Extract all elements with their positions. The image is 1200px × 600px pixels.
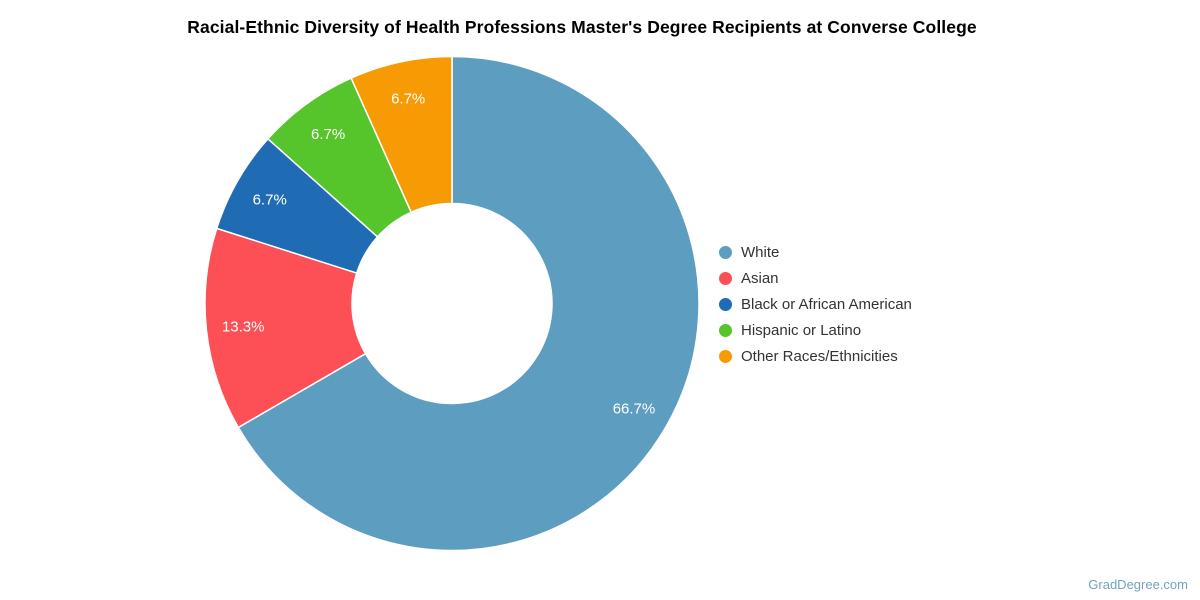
pie-slice-asian[interactable] [204,227,367,429]
chart-title: Racial-Ethnic Diversity of Health Profes… [187,17,977,37]
legend-item-white[interactable]: White [719,239,912,265]
legend-item-other-races-ethnicities[interactable]: Other Races/Ethnicities [719,343,912,369]
slice-percent-label: 6.7% [391,90,425,107]
legend-label: Asian [741,269,779,287]
legend-marker-icon [719,323,732,337]
legend-marker-icon [719,245,732,259]
legend-marker-icon [719,271,732,285]
slice-percent-label: 66.7% [613,401,656,418]
legend-label: Black or African American [741,295,912,313]
legend-item-asian[interactable]: Asian [719,265,912,291]
legend-item-black-or-african-american[interactable]: Black or African American [719,291,912,317]
pie-slice-other-races-ethnicities[interactable] [350,55,453,213]
legend-marker-icon [719,297,732,311]
watermark-link[interactable]: GradDegree.com [1088,577,1188,592]
slice-percent-label: 13.3% [222,318,265,335]
pie-slice-white[interactable] [237,55,700,552]
legend-label: Other Races/Ethnicities [741,347,898,365]
slice-percent-label: 6.7% [311,126,345,143]
slice-percent-label: 6.7% [253,192,287,209]
legend-label: Hispanic or Latino [741,321,862,339]
legend-label: White [741,243,780,261]
legend-marker-icon [719,349,732,363]
legend-item-hispanic-or-latino[interactable]: Hispanic or Latino [719,317,912,343]
legend: White Asian Black or African American Hi… [719,239,912,369]
